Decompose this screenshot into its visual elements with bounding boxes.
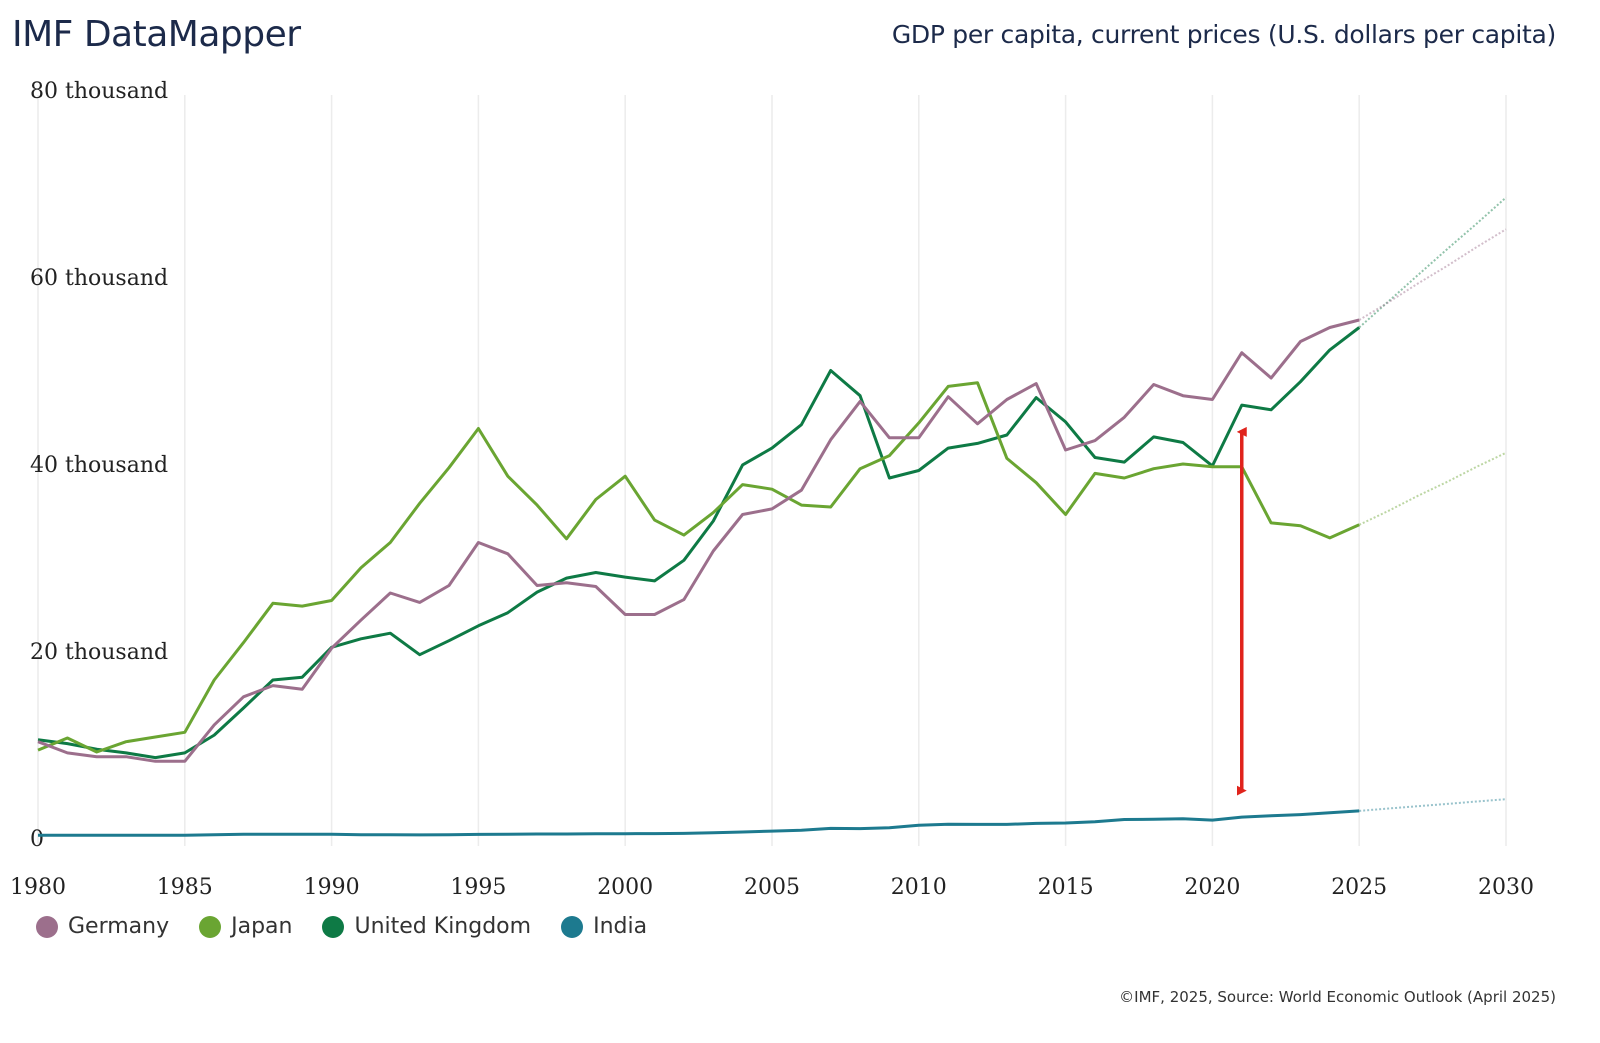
legend: Germany Japan United Kingdom India <box>36 914 647 939</box>
legend-item-united-kingdom[interactable]: United Kingdom <box>322 914 531 939</box>
gridlines <box>37 95 1507 846</box>
legend-swatch <box>322 915 345 938</box>
x-tick-label: 2020 <box>1184 875 1240 900</box>
series-line-india <box>38 809 1360 837</box>
y-tick-label: 80 thousand <box>30 79 168 104</box>
y-tick-label: 0 <box>30 827 44 852</box>
x-tick-label: 1995 <box>450 875 506 900</box>
y-tick-label: 60 thousand <box>30 266 168 291</box>
series-forecast-japan <box>1358 451 1507 526</box>
x-tick-label: 1985 <box>157 875 213 900</box>
x-tick-label: 2030 <box>1478 875 1534 900</box>
x-tick-label: 1980 <box>10 875 66 900</box>
x-tick-label: 2015 <box>1038 875 1094 900</box>
legend-item-germany[interactable]: Germany <box>36 914 169 939</box>
legend-label: Japan <box>231 914 293 939</box>
legend-swatch <box>36 915 58 938</box>
x-tick-label: 2025 <box>1331 875 1387 900</box>
series-forecast-india <box>1359 798 1507 812</box>
series-forecast-germany <box>1358 228 1507 321</box>
legend-item-india[interactable]: India <box>561 914 647 939</box>
series-line-germany <box>37 318 1360 763</box>
legend-item-japan[interactable]: Japan <box>199 914 292 939</box>
source-credit: ©IMF, 2025, Source: World Economic Outlo… <box>1119 988 1556 1006</box>
x-tick-label: 1990 <box>304 875 360 900</box>
y-tick-label: 40 thousand <box>30 453 168 478</box>
y-tick-label: 20 thousand <box>30 640 168 665</box>
x-tick-label: 2005 <box>744 875 800 900</box>
legend-swatch <box>561 915 584 938</box>
series-forecast-united-kingdom <box>1358 196 1507 329</box>
app-title: IMF DataMapper <box>12 14 301 55</box>
x-axis: 1980 1985 1990 1995 2000 2005 2010 2015 2020 2025… <box>10 875 1534 900</box>
x-tick-label: 2010 <box>891 875 947 900</box>
legend-swatch <box>199 915 222 938</box>
chart-title: GDP per capita, current prices (U.S. dol… <box>891 20 1556 49</box>
series-line-japan <box>37 381 1360 754</box>
legend-label: United Kingdom <box>354 914 532 939</box>
series-lines <box>37 196 1507 837</box>
series-line-united-kingdom <box>37 326 1361 760</box>
y-axis: 0 20 thousand 40 thousand 60 thousand 80 tho… <box>30 79 168 852</box>
x-tick-label: 2000 <box>597 875 653 900</box>
legend-label: India <box>593 914 648 939</box>
legend-label: Germany <box>68 914 170 939</box>
